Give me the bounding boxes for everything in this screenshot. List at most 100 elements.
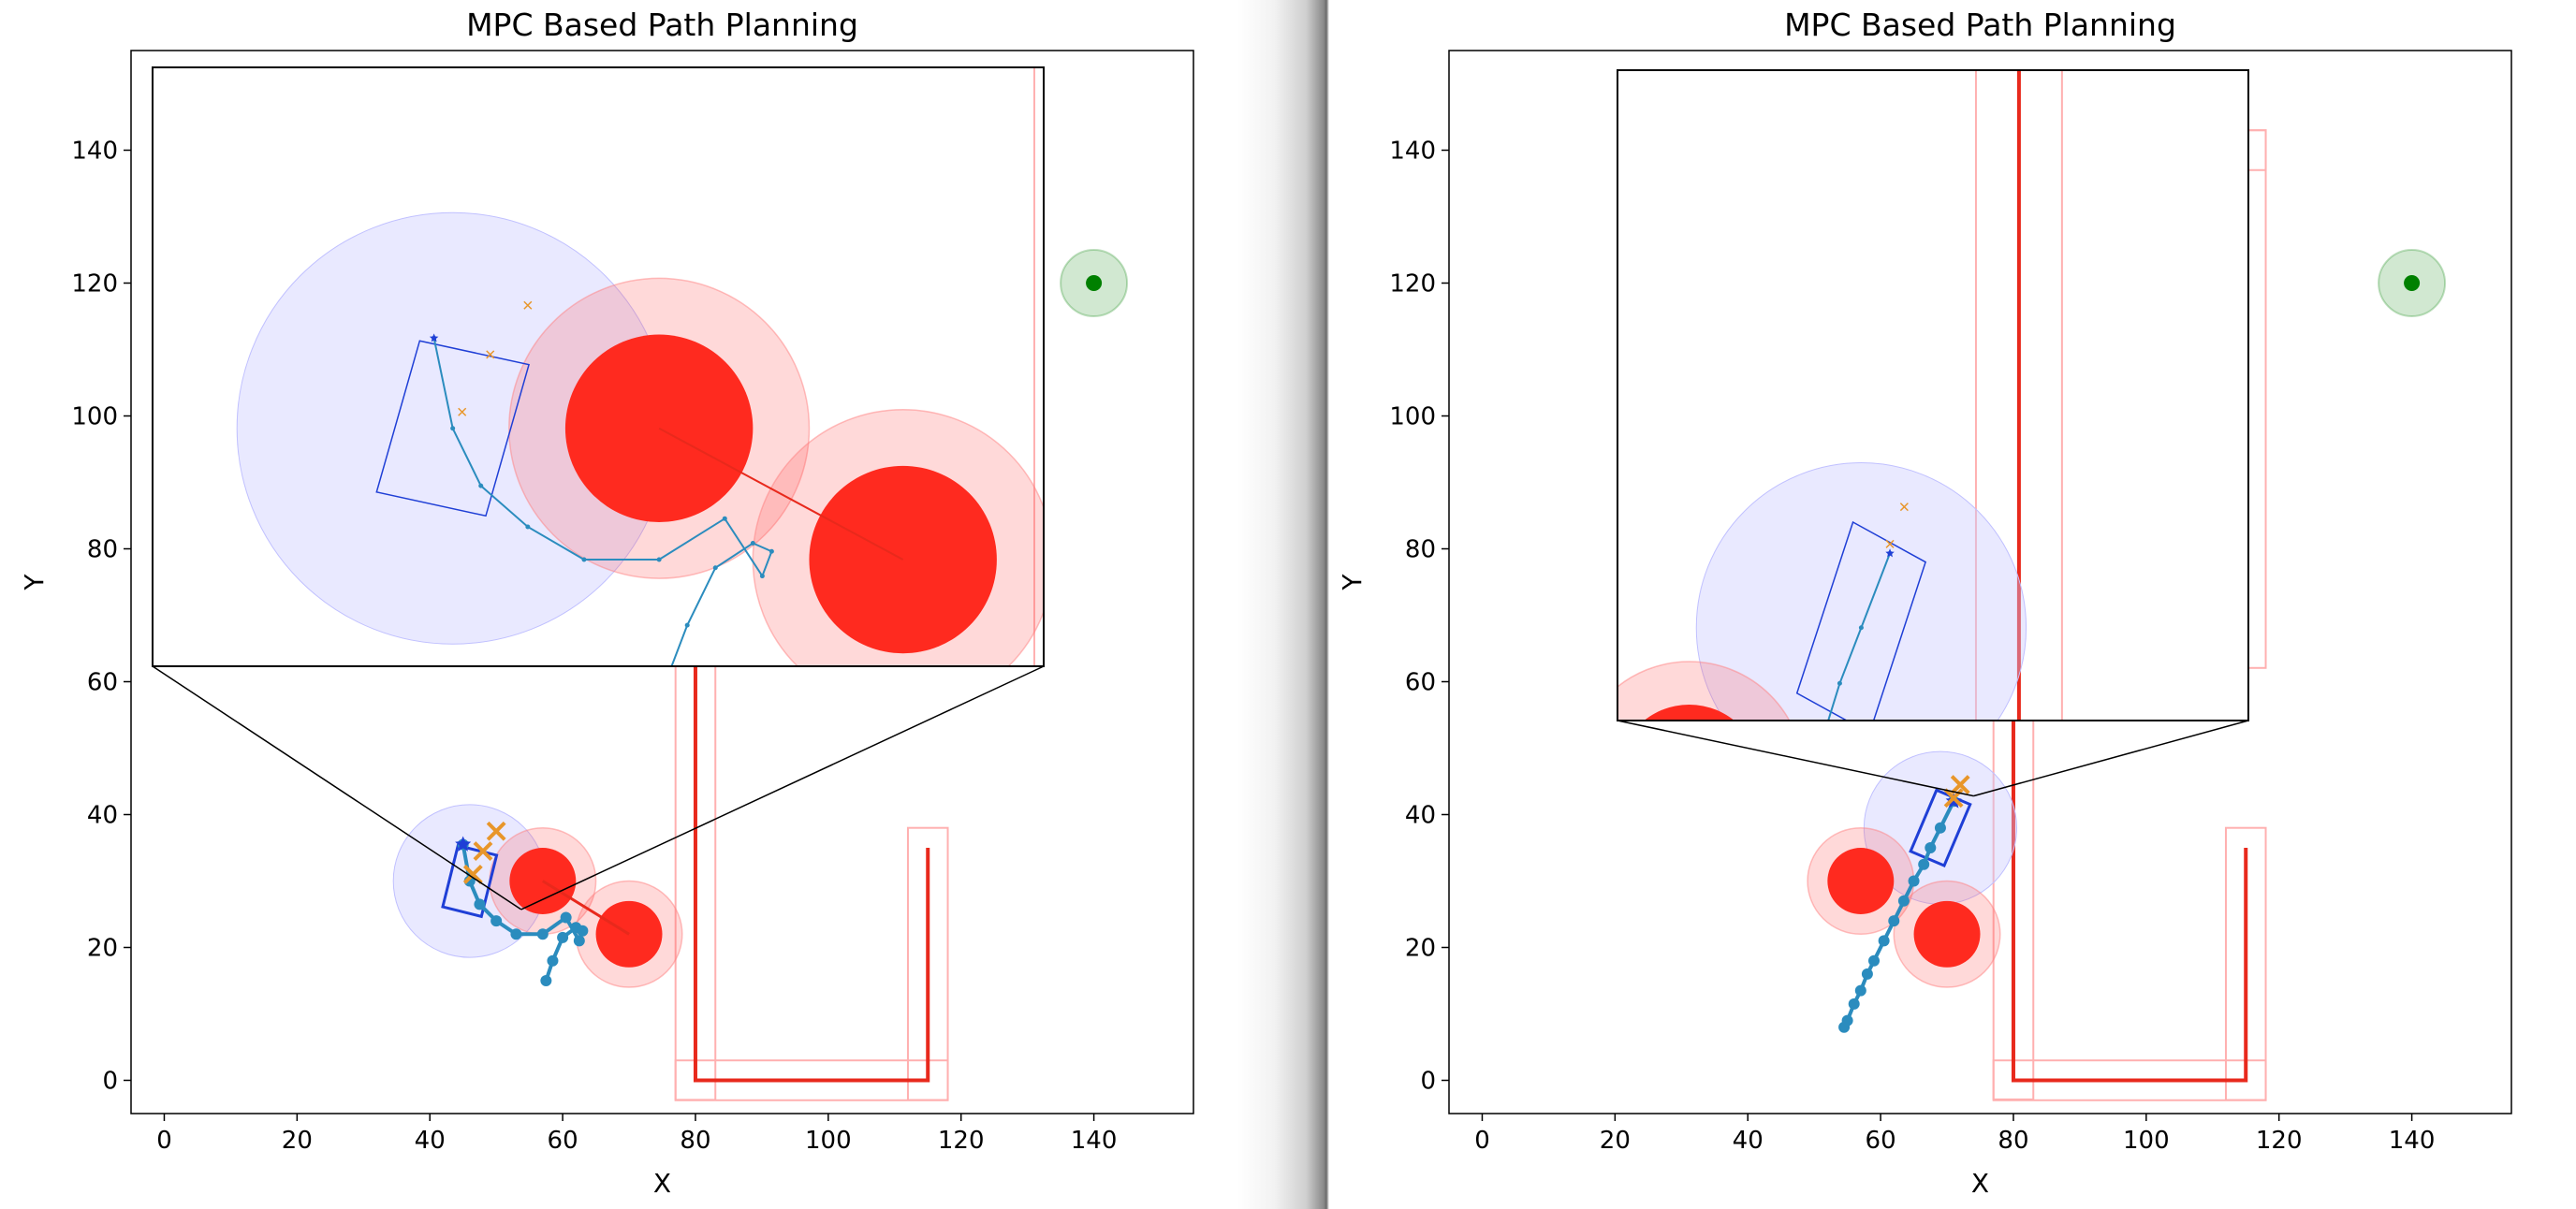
target-marker [523,300,533,310]
trajectory-point [490,915,503,927]
trajectory-point [712,565,718,571]
main-plot-area [1807,129,2447,1101]
y-tick-label: 0 [102,1068,118,1096]
trajectory-point [750,540,755,546]
trajectory-point [666,672,671,677]
chart-title: MPC Based Path Planning [466,7,858,43]
trajectory-point [557,931,569,943]
trajectory-point [1908,875,1920,887]
inset-connector-line [1973,720,2249,797]
trajectory-point [577,925,589,937]
trajectory-point [536,928,549,940]
trajectory-point [1802,774,1807,779]
corridor-rect [1034,871,1258,983]
inset-plot-area [1617,70,2564,1209]
trajectory-point [1925,842,1937,853]
trajectory-point [581,557,587,562]
vehicle-body [1795,520,1927,721]
y-tick-label: 100 [71,403,118,431]
trajectory-point [1878,935,1890,947]
y-tick-label: 40 [87,802,118,830]
x-tick-label: 100 [805,1127,852,1155]
axes-frame [1448,50,2512,1114]
target-marker [1899,503,1909,512]
trajectory-point [547,954,559,967]
trajectory-point [1918,858,1930,870]
x-axis-label: X [1971,1168,1989,1199]
trajectory-point [1759,885,1764,890]
trajectory-point [1837,680,1842,686]
main-plot-area [392,249,1129,1101]
trajectory-point [1848,998,1860,1010]
trajectory-line [1827,552,1891,721]
panel-divider [1237,0,1329,1209]
inset-plot-area [153,67,1258,983]
y-tick-label: 60 [87,669,118,697]
trajectory-point [510,928,522,940]
inset-frame [1617,69,2249,721]
obstacle [595,900,663,968]
reference-path-line [693,648,930,1083]
trajectory-point [1897,895,1910,907]
trajectory-point [1868,954,1880,967]
inset-connector-line [1617,720,1974,797]
y-tick-label: 120 [1389,270,1436,299]
obstacle [1827,848,1895,914]
y-tick-label: 80 [87,536,118,564]
trajectory-point [1854,984,1866,997]
right-chart: 0 20 40 60 80 100 120 140 0 20 40 60 80 100 120 140 MPC … [1337,7,2564,1209]
trajectory-point [474,898,486,910]
trajectory-point [1658,1164,1662,1169]
trajectory-point [525,524,531,530]
x-tick-label: 60 [1866,1127,1896,1155]
corridor-rect [1032,67,1035,666]
trajectory-point [684,622,690,628]
trajectory-point [573,935,585,947]
x-axis-label: X [653,1168,671,1199]
trajectory-point [540,975,552,986]
y-tick-label: 120 [71,270,118,299]
x-tick-label: 40 [1733,1127,1764,1155]
trajectory-point [1716,997,1720,1001]
obstacle-link [542,880,630,936]
x-tick-label: 120 [2256,1127,2303,1155]
obstacle [1644,705,1734,721]
x-tick-label: 0 [156,1127,172,1155]
trajectory-point [1841,1014,1853,1027]
trajectory-point [1861,968,1873,980]
trajectory-point [759,574,765,579]
corridor-rect [2478,628,2564,1209]
x-tick-label: 100 [2123,1127,2170,1155]
trajectory-point [1888,915,1900,927]
vehicle-sensing-range [1695,462,2027,721]
trajectory-point [1701,1034,1705,1039]
x-tick-label: 0 [1474,1127,1490,1155]
x-tick-label: 60 [548,1127,578,1155]
x-tick-label: 80 [680,1127,710,1155]
x-tick-label: 40 [415,1127,446,1155]
trajectory-point [1934,822,1946,834]
trajectory-point [768,548,774,554]
y-tick-label: 80 [1405,536,1436,564]
target-marker [462,864,483,884]
trajectory-point [1858,625,1864,631]
trajectory-point [560,911,572,924]
target-marker [486,350,495,359]
y-tick-label: 40 [1405,802,1436,830]
obstacle-link [658,427,904,561]
left-chart: 0 20 40 60 80 100 120 140 0 20 40 60 80 100 120 140 MPC … [19,7,1258,1199]
target-marker [1950,775,1970,794]
x-tick-label: 20 [1600,1127,1631,1155]
y-tick-label: 140 [71,138,118,166]
trajectory-point [656,557,662,562]
trajectory-point [1651,1183,1656,1187]
vehicle-head-marker [455,836,472,852]
trajectory-point [478,483,484,488]
goal-point [1086,274,1103,292]
x-tick-label: 140 [1071,1127,1118,1155]
x-tick-label: 20 [282,1127,313,1155]
vehicle-head-marker [1885,548,1895,558]
goal-point [2404,274,2421,292]
y-tick-label: 140 [1389,138,1436,166]
trajectory-point [1673,1117,1677,1122]
